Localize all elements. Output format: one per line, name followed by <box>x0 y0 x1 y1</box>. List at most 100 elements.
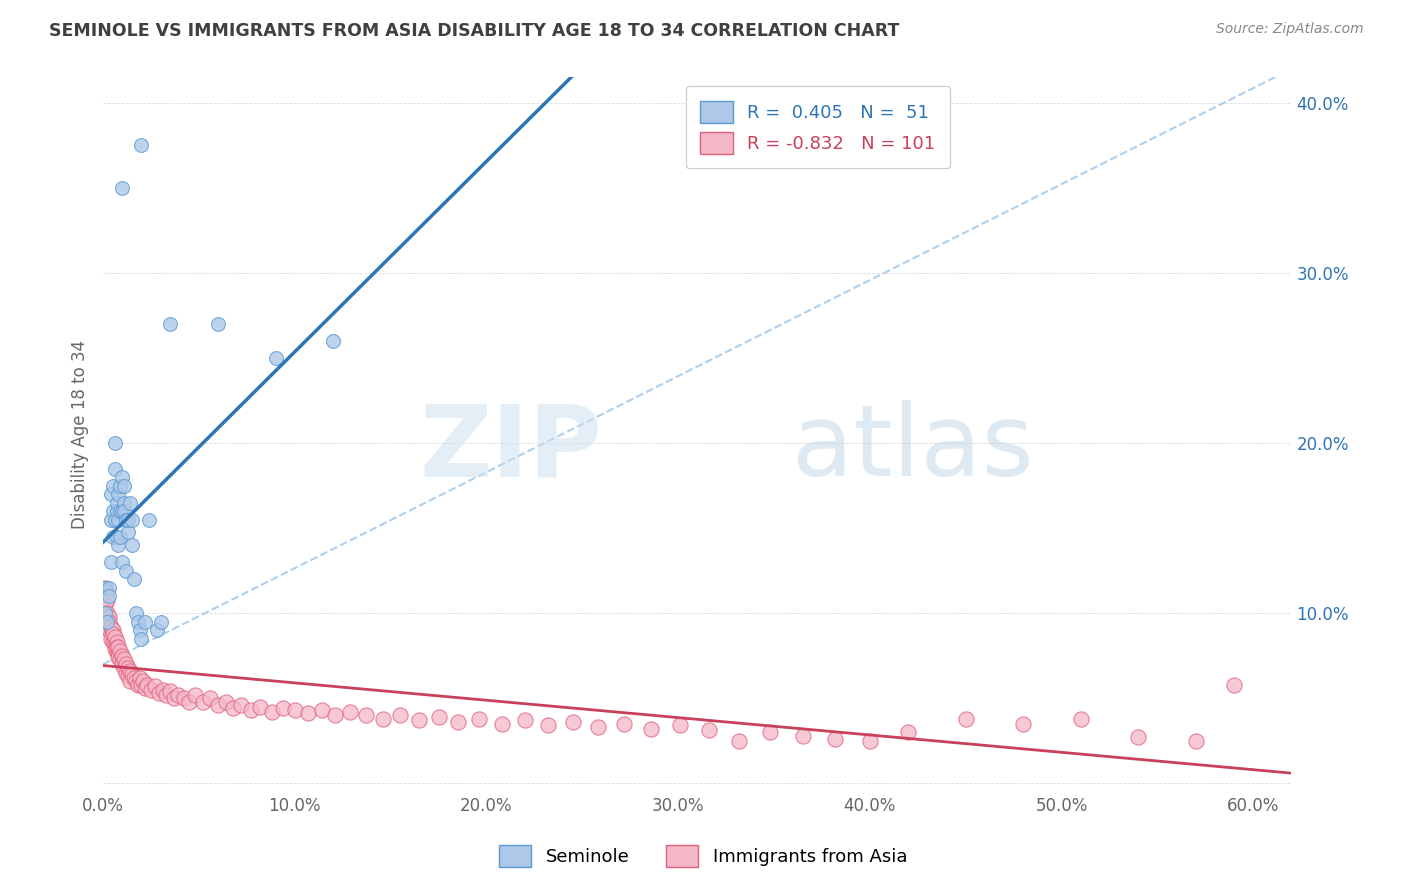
Point <box>191 695 214 709</box>
Point <box>97 609 120 624</box>
Point <box>115 564 138 578</box>
Point <box>1126 731 1149 745</box>
Point <box>110 478 132 492</box>
Point <box>122 671 145 685</box>
Point <box>107 487 129 501</box>
Point <box>138 513 160 527</box>
Point <box>105 530 128 544</box>
Point <box>513 713 536 727</box>
Point <box>104 637 127 651</box>
Point <box>260 705 283 719</box>
Point <box>759 725 782 739</box>
Point <box>94 606 117 620</box>
Point <box>112 504 135 518</box>
Point <box>96 592 118 607</box>
Point <box>323 708 346 723</box>
Point <box>955 712 977 726</box>
Point <box>94 581 117 595</box>
Point <box>107 647 129 661</box>
Point <box>128 671 150 685</box>
Point <box>110 652 132 666</box>
Point <box>97 615 120 629</box>
Point <box>143 679 166 693</box>
Point <box>104 513 127 527</box>
Point <box>152 682 174 697</box>
Point <box>139 682 162 697</box>
Point <box>468 712 491 726</box>
Point <box>107 650 129 665</box>
Point <box>117 513 139 527</box>
Point <box>163 691 186 706</box>
Point <box>100 632 122 646</box>
Point <box>229 698 252 712</box>
Point <box>122 572 145 586</box>
Point <box>1012 716 1035 731</box>
Point <box>107 640 129 655</box>
Point <box>136 677 159 691</box>
Point <box>100 487 122 501</box>
Text: atlas: atlas <box>793 401 1033 498</box>
Point <box>159 317 181 331</box>
Point <box>669 718 692 732</box>
Point <box>125 674 148 689</box>
Point <box>132 674 155 689</box>
Point <box>179 695 201 709</box>
Point <box>239 703 262 717</box>
Text: SEMINOLE VS IMMIGRANTS FROM ASIA DISABILITY AGE 18 TO 34 CORRELATION CHART: SEMINOLE VS IMMIGRANTS FROM ASIA DISABIL… <box>49 22 900 40</box>
Point <box>111 648 134 663</box>
Point <box>128 623 150 637</box>
Point <box>104 436 127 450</box>
Point <box>111 470 134 484</box>
Point <box>447 714 470 729</box>
Point <box>121 538 143 552</box>
Point <box>104 641 127 656</box>
Point <box>184 688 207 702</box>
Point <box>1223 677 1246 691</box>
Point <box>115 513 138 527</box>
Point <box>111 181 134 195</box>
Point <box>101 635 124 649</box>
Point <box>101 478 124 492</box>
Point <box>117 524 139 539</box>
Point <box>311 703 333 717</box>
Point <box>100 620 122 634</box>
Point <box>127 615 149 629</box>
Point <box>322 334 344 348</box>
Text: Source: ZipAtlas.com: Source: ZipAtlas.com <box>1216 22 1364 37</box>
Point <box>105 504 128 518</box>
Point <box>1184 733 1206 747</box>
Text: ZIP: ZIP <box>419 401 602 498</box>
Point <box>284 703 307 717</box>
Point <box>100 626 122 640</box>
Point <box>222 701 245 715</box>
Point <box>371 712 394 726</box>
Legend: R =  0.405   N =  51, R = -0.832   N = 101: R = 0.405 N = 51, R = -0.832 N = 101 <box>686 87 949 169</box>
Point <box>200 691 222 706</box>
Point <box>121 667 143 681</box>
Point <box>110 530 132 544</box>
Point <box>112 495 135 509</box>
Point <box>125 606 148 620</box>
Point <box>561 714 583 729</box>
Point <box>215 695 238 709</box>
Point <box>94 589 117 603</box>
Point <box>207 317 229 331</box>
Point <box>111 555 134 569</box>
Point <box>1070 712 1092 726</box>
Point <box>127 677 149 691</box>
Point <box>389 708 412 723</box>
Point <box>101 626 124 640</box>
Point <box>408 713 430 727</box>
Point <box>118 674 141 689</box>
Point <box>897 725 920 739</box>
Point <box>97 581 120 595</box>
Point <box>173 691 195 706</box>
Point <box>427 710 450 724</box>
Point <box>824 731 846 746</box>
Point <box>697 723 720 738</box>
Point <box>105 640 128 655</box>
Point <box>148 686 170 700</box>
Point <box>207 698 229 712</box>
Point <box>859 733 882 747</box>
Point <box>96 606 118 620</box>
